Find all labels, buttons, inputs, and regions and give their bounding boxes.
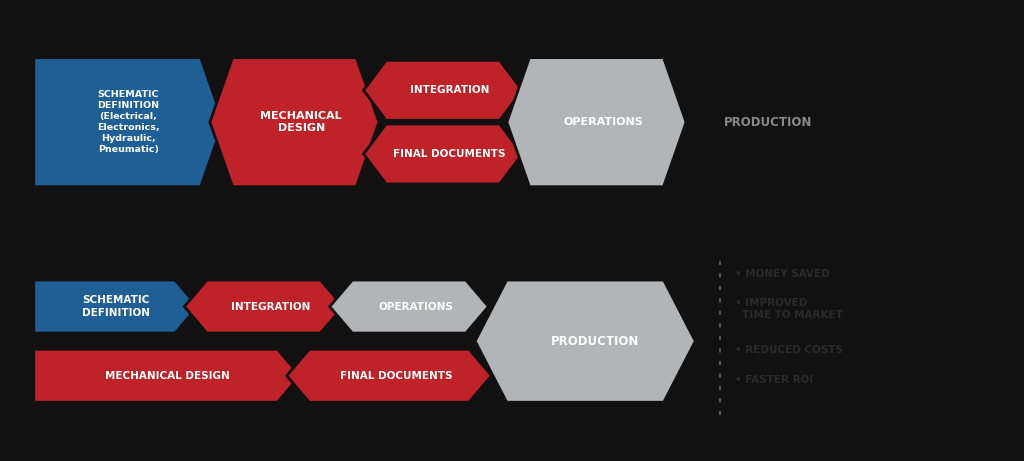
Text: • IMPROVED
  TIME TO MARKET: • IMPROVED TIME TO MARKET — [735, 298, 843, 320]
Text: OPERATIONS: OPERATIONS — [563, 117, 643, 127]
Text: PRODUCTION: PRODUCTION — [551, 335, 639, 348]
Polygon shape — [34, 280, 198, 333]
Polygon shape — [34, 58, 223, 187]
Text: OPERATIONS: OPERATIONS — [379, 301, 454, 312]
Polygon shape — [364, 60, 522, 120]
Text: INTEGRATION: INTEGRATION — [410, 85, 489, 95]
Text: • MONEY SAVED: • MONEY SAVED — [735, 269, 830, 279]
Text: INTEGRATION: INTEGRATION — [230, 301, 310, 312]
Polygon shape — [184, 280, 343, 333]
Polygon shape — [475, 280, 695, 402]
Polygon shape — [287, 349, 492, 402]
Text: MECHANICAL DESIGN: MECHANICAL DESIGN — [104, 371, 229, 381]
Text: • FASTER ROI: • FASTER ROI — [735, 375, 813, 385]
Polygon shape — [34, 349, 300, 402]
Text: SCHEMATIC
DEFINITION: SCHEMATIC DEFINITION — [82, 296, 150, 318]
Polygon shape — [507, 58, 686, 187]
Text: • REDUCED COSTS: • REDUCED COSTS — [735, 345, 844, 355]
Text: SCHEMATIC
DEFINITION
(Electrical,
Electronics,
Hydraulic,
Pneumatic): SCHEMATIC DEFINITION (Electrical, Electr… — [97, 90, 160, 154]
Polygon shape — [330, 280, 488, 333]
Polygon shape — [210, 58, 379, 187]
Text: FINAL DOCUMENTS: FINAL DOCUMENTS — [393, 149, 506, 159]
Polygon shape — [364, 124, 522, 184]
Text: MECHANICAL
DESIGN: MECHANICAL DESIGN — [260, 111, 342, 133]
Text: PRODUCTION: PRODUCTION — [724, 116, 812, 129]
Text: FINAL DOCUMENTS: FINAL DOCUMENTS — [340, 371, 453, 381]
